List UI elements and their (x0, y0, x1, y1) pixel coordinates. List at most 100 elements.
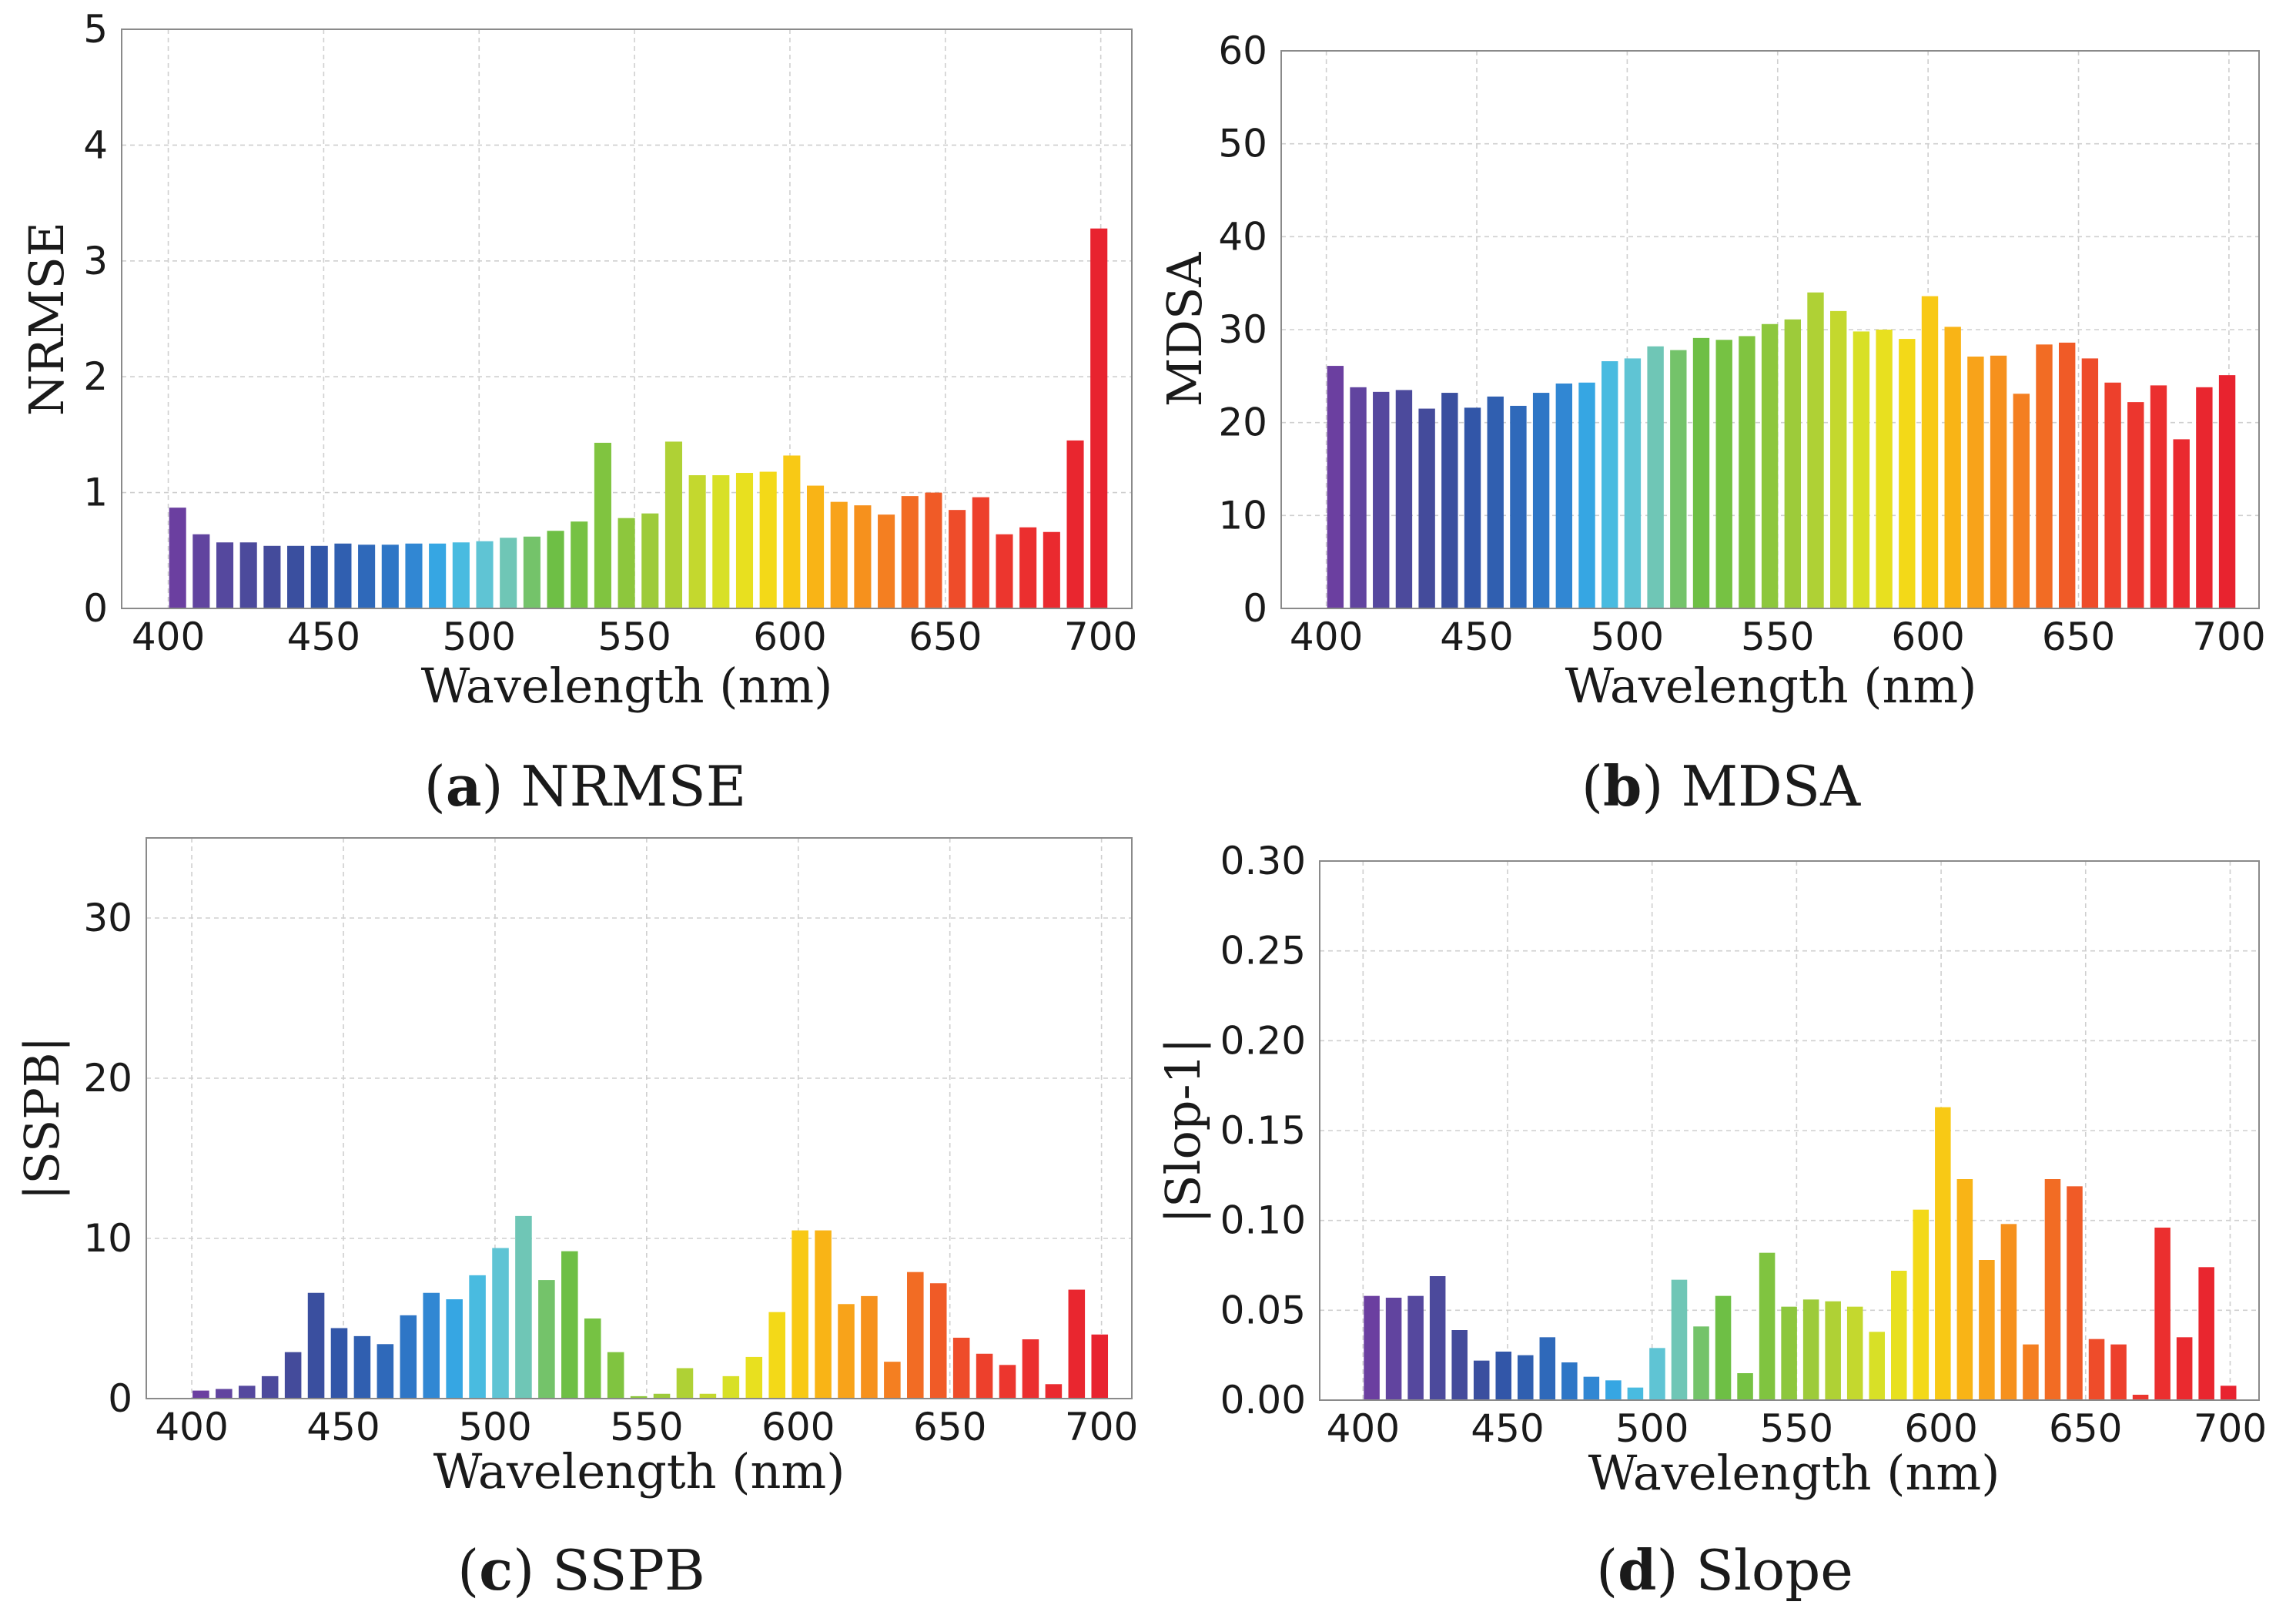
panel-c-bar-7 (353, 1335, 371, 1399)
panel-d-bar-31 (2044, 1179, 2061, 1400)
panel-c-bar-24 (745, 1356, 763, 1399)
panel-d-xtick-400: 400 (1327, 1406, 1400, 1451)
panel-d-ytick-2: 0.10 (1220, 1198, 1306, 1243)
panel-d-xticks: 400 450 500 550 600 650 700 (1327, 1406, 2268, 1451)
panel-a-ytick-2: 2 (83, 354, 108, 399)
panel-c-bar-17 (584, 1318, 601, 1399)
panel-c-xtick-600: 600 (761, 1405, 835, 1449)
panel-b-bar-12 (1602, 361, 1618, 608)
panel-c-caption-text: SSPB (552, 1538, 705, 1603)
panel-c-bar-30 (884, 1362, 901, 1399)
panel-a-yticks: 0 1 2 3 4 5 (83, 7, 108, 631)
panel-c-xtick-500: 500 (458, 1405, 531, 1449)
panel-d-bar-0 (1364, 1295, 1380, 1400)
panel-b-ytick-6: 60 (1218, 28, 1267, 73)
panel-b-ytick-5: 50 (1218, 122, 1267, 166)
panel-b-xticks: 400 450 500 550 600 650 700 (1290, 615, 2266, 659)
panel-a-bar-13 (476, 541, 494, 608)
panel-c-bar-3 (261, 1375, 279, 1399)
panel-b-ytick-4: 40 (1218, 214, 1267, 259)
panel-a-bar-11 (429, 543, 447, 608)
panel-a-bar-38 (1066, 440, 1084, 608)
panel-d-caption-letter: d (1618, 1537, 1656, 1603)
panel-a-bar-39 (1090, 228, 1108, 608)
panel-b-xtick-650: 650 (2042, 615, 2115, 659)
panel-a-bar-0 (169, 508, 186, 608)
panel-b-bar-38 (2196, 387, 2213, 608)
panel-c-bar-16 (561, 1251, 578, 1399)
panel-d-bar-1 (1385, 1298, 1402, 1400)
panel-c-frame (146, 837, 1133, 1399)
panel-a-bar-32 (925, 492, 942, 608)
panel-c-bar-14 (515, 1215, 532, 1399)
panel-d-bar-32 (2067, 1186, 2083, 1400)
panel-c-bar-33 (952, 1337, 970, 1399)
panel-c-bar-0 (192, 1390, 209, 1399)
panel-d-bar-23 (1869, 1332, 1886, 1400)
panel-d-ytick-0: 0.00 (1220, 1378, 1306, 1422)
panel-c-bar-1 (216, 1389, 233, 1399)
panel-d-bar-19 (1781, 1306, 1797, 1400)
panel-a-bar-4 (263, 545, 281, 608)
panel-d-bar-21 (1825, 1301, 1841, 1400)
panel-b-xtick-700: 700 (2192, 615, 2265, 659)
panel-a-bar-2 (216, 542, 234, 608)
panel-a-bar-6 (310, 545, 328, 608)
panel-a-bar-27 (806, 485, 825, 608)
panel-d-bar-18 (1759, 1252, 1776, 1400)
panel-d-xtick-700: 700 (2194, 1406, 2267, 1451)
panel-d-xtick-600: 600 (1904, 1406, 1977, 1451)
panel-c-bar-38 (1068, 1289, 1086, 1399)
panel-a-bar-8 (358, 544, 376, 608)
panel-c-bar-13 (492, 1248, 509, 1399)
panel-c-bar-11 (446, 1299, 463, 1399)
panel-d-bar-29 (2000, 1224, 2017, 1400)
panel-d-bar-9 (1561, 1362, 1578, 1400)
panel-d-bar-3 (1429, 1276, 1446, 1400)
panel-a-ylabel: NRMSE (18, 222, 75, 416)
panel-a-bar-21 (664, 441, 683, 608)
panel-a-xtick-500: 500 (443, 615, 516, 659)
panel-a-xtick-450: 450 (287, 615, 360, 659)
panel-a-xtick-600: 600 (753, 615, 826, 659)
panel-a-bar-23 (712, 475, 730, 608)
panel-d-bar-25 (1913, 1209, 1930, 1400)
panel-c-bar-31 (907, 1272, 924, 1399)
panel-a-ytick-5: 5 (83, 7, 108, 52)
panel-c-bar-35 (999, 1365, 1016, 1399)
panel-b-bar-28 (1967, 356, 1984, 608)
panel-b-bar-13 (1624, 358, 1642, 608)
panel-a-bar-20 (641, 513, 659, 608)
panel-a-ytick-1: 1 (83, 471, 108, 515)
panel-b-caption: (b) MDSA (1581, 753, 1861, 819)
panel-b-bar-37 (2173, 439, 2190, 608)
panel-a-xtick-400: 400 (132, 615, 205, 659)
panel-d-xtick-650: 650 (2049, 1406, 2122, 1451)
panel-b-bar-30 (2013, 394, 2030, 608)
panel-a-ytick-4: 4 (83, 122, 108, 167)
panel-a-bar-29 (854, 505, 872, 608)
panel-c-caption-letter: c (479, 1537, 513, 1603)
panel-b-bar-14 (1647, 346, 1664, 608)
panel-b-ytick-0: 0 (1243, 586, 1267, 631)
panel-c-ytick-3: 30 (83, 896, 132, 940)
panel-a-bar-30 (878, 514, 895, 608)
panel-b-xtick-400: 400 (1290, 615, 1363, 659)
panel-a-bar-18 (594, 442, 611, 608)
panel-c-bar-29 (861, 1295, 878, 1399)
panel-c-bar-20 (653, 1393, 671, 1399)
panel-c-bars (192, 1215, 1109, 1399)
panel-c-bar-27 (815, 1230, 832, 1399)
panel-c-caption: (c) SSPB (457, 1537, 705, 1603)
panel-a-bar-3 (239, 542, 257, 608)
panel-b-ytick-3: 30 (1218, 307, 1267, 352)
panel-a-bar-5 (287, 545, 305, 608)
panel-c-xtick-450: 450 (306, 1405, 380, 1449)
panel-c-bar-22 (699, 1393, 717, 1399)
panel-d-bar-11 (1605, 1380, 1622, 1400)
panel-a-frame (121, 28, 1133, 609)
panel-b-bar-39 (2218, 375, 2236, 608)
panel-a-bar-36 (1019, 527, 1037, 608)
panel-d-bar-2 (1407, 1295, 1424, 1400)
